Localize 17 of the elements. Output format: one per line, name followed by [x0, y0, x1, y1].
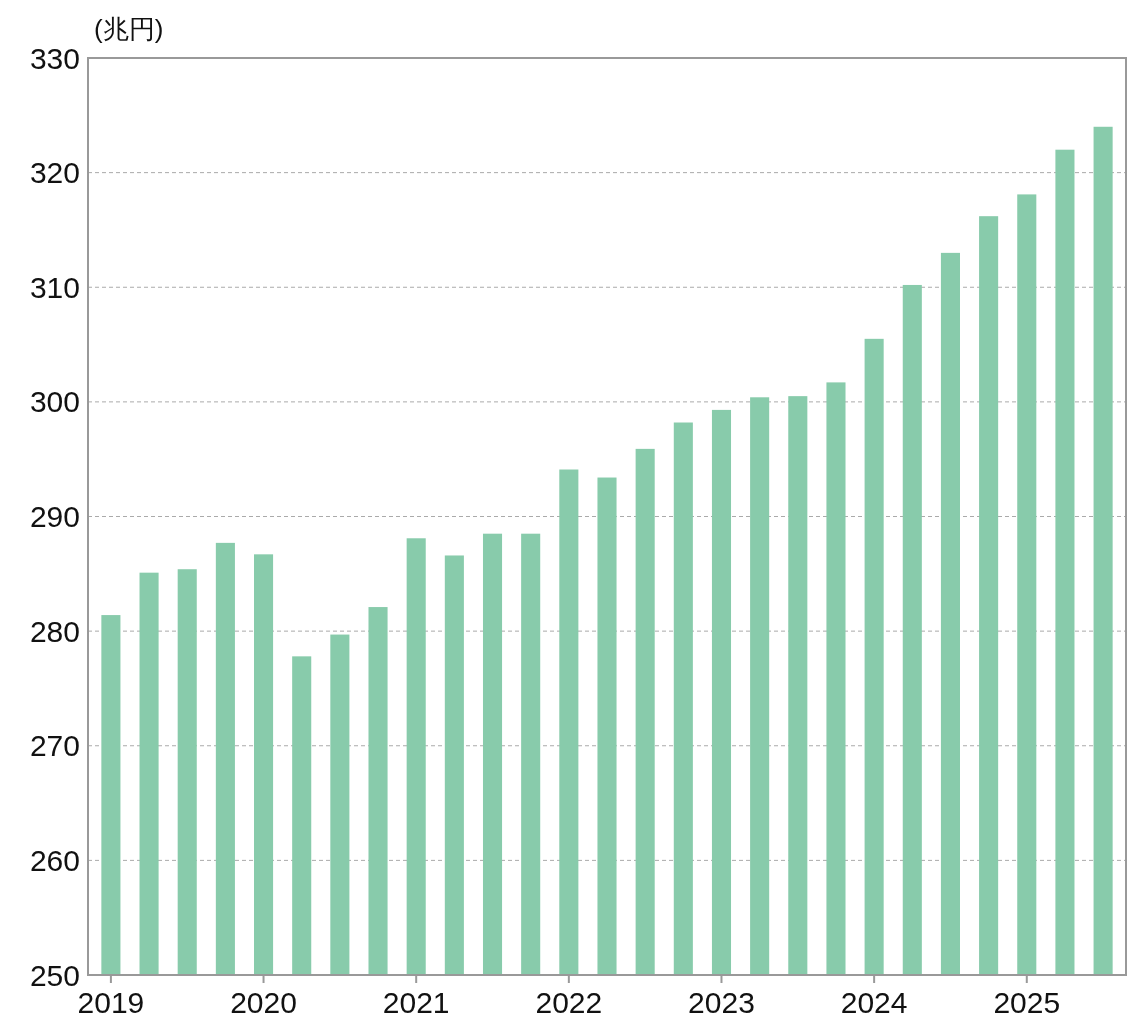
y-tick-label: 260 [29, 843, 80, 877]
y-tick-label: 250 [29, 958, 80, 992]
x-tick-label: 2022 [535, 986, 603, 1019]
y-tick-label: 300 [29, 385, 80, 419]
y-axis-title: (兆円) [94, 14, 164, 44]
y-tick-label: 320 [29, 156, 80, 190]
x-tick-label: 2025 [993, 986, 1061, 1019]
y-tick-label: 290 [29, 500, 80, 533]
x-tick-label: 2020 [230, 986, 297, 1019]
x-tick-label: 2023 [688, 986, 755, 1019]
x-tick-label: 2019 [77, 986, 145, 1019]
y-tick-label: 310 [29, 270, 80, 304]
x-tick-label: 2024 [840, 986, 908, 1019]
x-tick-label: 2021 [382, 986, 450, 1019]
y-tick-label: 270 [29, 729, 80, 763]
y-tick-label: 280 [29, 614, 80, 648]
y-tick-label: 330 [29, 41, 80, 75]
